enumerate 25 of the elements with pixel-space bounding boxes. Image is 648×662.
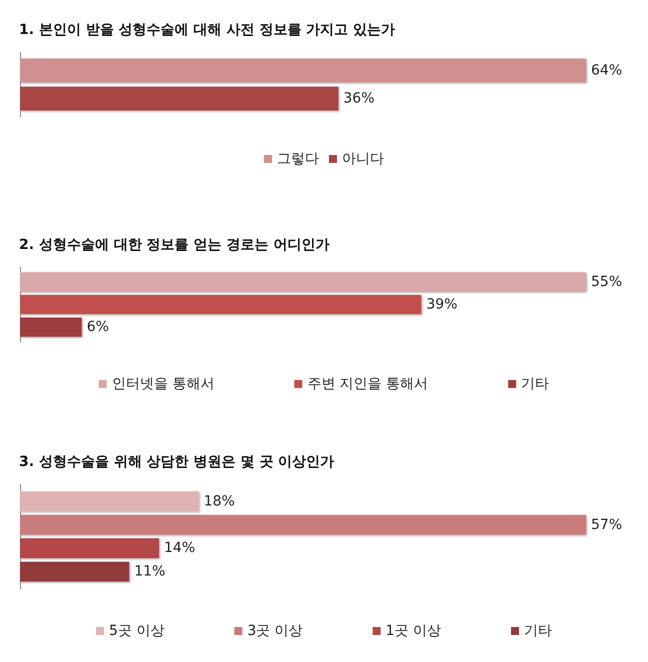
chart-title: 1. 본인이 받을 성형수술에 대해 사전 정보를 가지고 있는가 <box>19 22 396 38</box>
legend-label: 기타 <box>521 376 550 392</box>
data-label: 64% <box>591 62 622 78</box>
data-label: 39% <box>426 296 458 312</box>
data-label: 18% <box>204 493 235 510</box>
data-label: 57% <box>591 516 622 533</box>
legend-label: 아니다 <box>342 151 384 167</box>
legend-label: 3곳 이상 <box>247 623 303 639</box>
bar <box>20 514 586 535</box>
legend-label: 인터넷을 통해서 <box>112 376 214 392</box>
bar <box>20 562 130 582</box>
legend-label: 그렇다 <box>277 151 319 167</box>
legend-label: 5곳 이상 <box>108 623 164 639</box>
data-label: 11% <box>134 564 166 580</box>
data-label: 55% <box>591 274 622 290</box>
bar <box>20 491 199 512</box>
data-label: 36% <box>343 90 374 107</box>
bar <box>20 538 160 558</box>
chart-title: 3. 성형수술을 위해 상담한 병원은 몇 곳 이상인가 <box>19 454 334 470</box>
legend-label: 주변 지인을 통해서 <box>307 376 428 392</box>
legend-label: 기타 <box>524 623 552 639</box>
legend-label: 1곳 이상 <box>386 623 442 639</box>
data-label: 14% <box>164 540 196 556</box>
chart-title: 2. 성형수술에 대한 정보를 얻는 경로는 어디인가 <box>19 237 330 253</box>
data-label: 6% <box>86 319 109 336</box>
